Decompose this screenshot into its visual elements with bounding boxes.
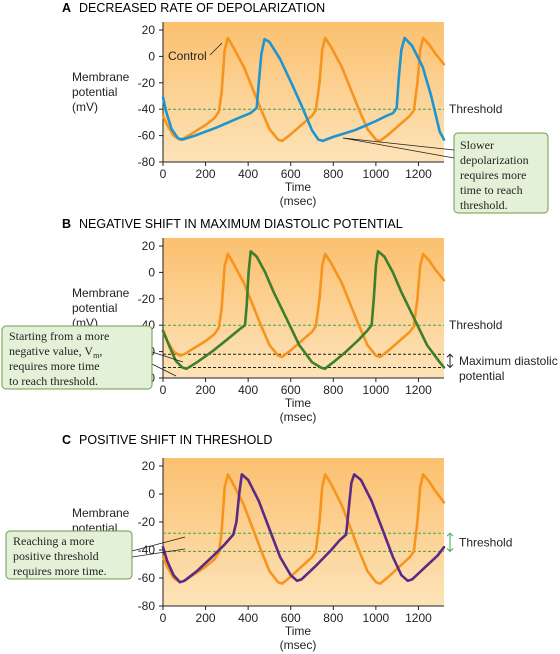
x-tick-label: 1200 bbox=[405, 167, 432, 181]
threshold-shift-arrow bbox=[446, 532, 454, 553]
y-axis-label: (mV) bbox=[72, 100, 98, 114]
series-line-0 bbox=[161, 252, 446, 359]
panel-c: C POSITIVE SHIFT IN THRESHOLD -80 -60 -40 -20… bbox=[5, 433, 512, 652]
x-tick-label: 800 bbox=[323, 167, 343, 181]
series-line-1 bbox=[161, 473, 446, 584]
x-tick-label: 600 bbox=[281, 383, 301, 397]
x-tick-label: 0 bbox=[160, 611, 167, 625]
panel-letter: C bbox=[62, 433, 71, 447]
series-line-0 bbox=[161, 473, 446, 585]
y-axis-label: Membrane bbox=[72, 506, 130, 520]
annotation-pointer bbox=[151, 351, 184, 377]
series-line-1 bbox=[161, 250, 446, 371]
panel-title-text: POSITIVE SHIFT IN THRESHOLD bbox=[79, 433, 272, 447]
x-tick-label: 400 bbox=[238, 167, 258, 181]
panel-letter: B bbox=[62, 217, 71, 231]
annotation-text: Starting from a more bbox=[9, 329, 109, 343]
x-tick-label: 1200 bbox=[405, 383, 432, 397]
control-label: Control bbox=[168, 49, 207, 63]
annotation-text: requires more time bbox=[9, 359, 100, 373]
annotation-text: Reaching a more bbox=[13, 534, 94, 548]
annotation-text: Slower bbox=[460, 138, 494, 152]
x-tick-label: 800 bbox=[323, 383, 343, 397]
annotation-text: depolarization bbox=[460, 153, 529, 167]
annotation-text: requires more time. bbox=[13, 564, 107, 578]
annotation-box bbox=[453, 132, 549, 214]
x-axis-label: (msec) bbox=[280, 194, 317, 208]
x-tick-label: 600 bbox=[281, 611, 301, 625]
threshold-label: Threshold bbox=[449, 318, 502, 332]
x-axis-label: (msec) bbox=[280, 638, 317, 652]
y-tick-label: 0 bbox=[148, 265, 155, 279]
plot-area bbox=[163, 22, 444, 162]
x-tick-label: 1000 bbox=[363, 383, 390, 397]
control-pointer bbox=[209, 42, 223, 56]
y-tick-label: -20 bbox=[138, 515, 156, 529]
annotation-pointer bbox=[342, 137, 455, 159]
y-tick-label: 0 bbox=[148, 487, 155, 501]
y-tick-label: -60 bbox=[138, 571, 156, 585]
x-tick-label: 200 bbox=[196, 383, 216, 397]
x-tick-label: 400 bbox=[238, 611, 258, 625]
mdp-shift-arrow bbox=[446, 353, 454, 369]
y-tick-label: 20 bbox=[142, 239, 156, 253]
panel-letter: A bbox=[62, 1, 71, 15]
x-tick-label: 0 bbox=[160, 167, 167, 181]
annotation-text: threshold. bbox=[460, 198, 508, 212]
y-tick-label: -60 bbox=[138, 129, 156, 143]
annotation-text: time to reach bbox=[460, 183, 523, 197]
x-tick-label: 200 bbox=[196, 611, 216, 625]
y-axis-label: potential bbox=[72, 85, 117, 99]
series-line-0 bbox=[161, 36, 446, 143]
annotation-suffix: , bbox=[99, 344, 102, 358]
y-tick-label: -20 bbox=[138, 292, 156, 306]
y-tick-label: 0 bbox=[148, 49, 155, 63]
threshold-label: Threshold bbox=[449, 102, 502, 116]
y-tick-label: -80 bbox=[138, 599, 156, 613]
x-tick-label: 400 bbox=[238, 383, 258, 397]
annotation-text: requires more bbox=[460, 168, 526, 182]
x-tick-label: 1000 bbox=[363, 167, 390, 181]
mdp-label: Maximum diastolic bbox=[459, 354, 558, 368]
x-axis-label: Time bbox=[285, 180, 312, 194]
panel-title-text: DECREASED RATE OF DEPOLARIZATION bbox=[79, 1, 325, 15]
plot-area bbox=[163, 458, 444, 606]
series-line-1 bbox=[161, 36, 446, 143]
x-tick-label: 0 bbox=[160, 383, 167, 397]
y-axis-label: Membrane bbox=[72, 70, 130, 84]
y-tick-label: -80 bbox=[138, 155, 156, 169]
mdp-label: potential bbox=[459, 369, 504, 383]
y-axis-label: Membrane bbox=[72, 286, 130, 300]
y-tick-label: 20 bbox=[142, 459, 156, 473]
annotation-pointer bbox=[131, 536, 186, 558]
x-tick-label: 600 bbox=[281, 167, 301, 181]
y-tick-label: -40 bbox=[138, 102, 156, 116]
annotation-box bbox=[5, 530, 133, 580]
y-axis-label: potential bbox=[72, 301, 117, 315]
panel-title-text: NEGATIVE SHIFT IN MAXIMUM DIASTOLIC POTE… bbox=[79, 217, 403, 231]
x-tick-label: 1200 bbox=[405, 611, 432, 625]
threshold-label: Threshold bbox=[459, 535, 512, 549]
x-tick-label: 800 bbox=[323, 611, 343, 625]
annotation-subscript: m bbox=[93, 351, 100, 360]
panel-title: A DECREASED RATE OF DEPOLARIZATION bbox=[62, 1, 325, 15]
x-tick-label: 200 bbox=[196, 167, 216, 181]
x-axis-label: (msec) bbox=[280, 410, 317, 424]
panel-title: C POSITIVE SHIFT IN THRESHOLD bbox=[62, 433, 272, 447]
annotation-text: negative value, Vm, bbox=[9, 344, 102, 360]
x-axis-label: Time bbox=[285, 624, 312, 638]
annotation-text: positive threshold bbox=[13, 549, 99, 563]
panel-title: B NEGATIVE SHIFT IN MAXIMUM DIASTOLIC POT… bbox=[62, 217, 403, 231]
y-tick-label: 20 bbox=[142, 23, 156, 37]
annotation-text: to reach threshold. bbox=[9, 374, 98, 388]
y-tick-label: -40 bbox=[138, 543, 156, 557]
y-tick-label: -20 bbox=[138, 76, 156, 90]
annotation-box bbox=[1, 325, 153, 390]
panel-b: B NEGATIVE SHIFT IN MAXIMUM DIASTOLIC POT… bbox=[1, 217, 558, 424]
x-tick-label: 1000 bbox=[363, 611, 390, 625]
x-axis-label: Time bbox=[285, 396, 312, 410]
panel-a: A DECREASED RATE OF DEPOLARIZATION -80 -60 -… bbox=[62, 1, 549, 214]
